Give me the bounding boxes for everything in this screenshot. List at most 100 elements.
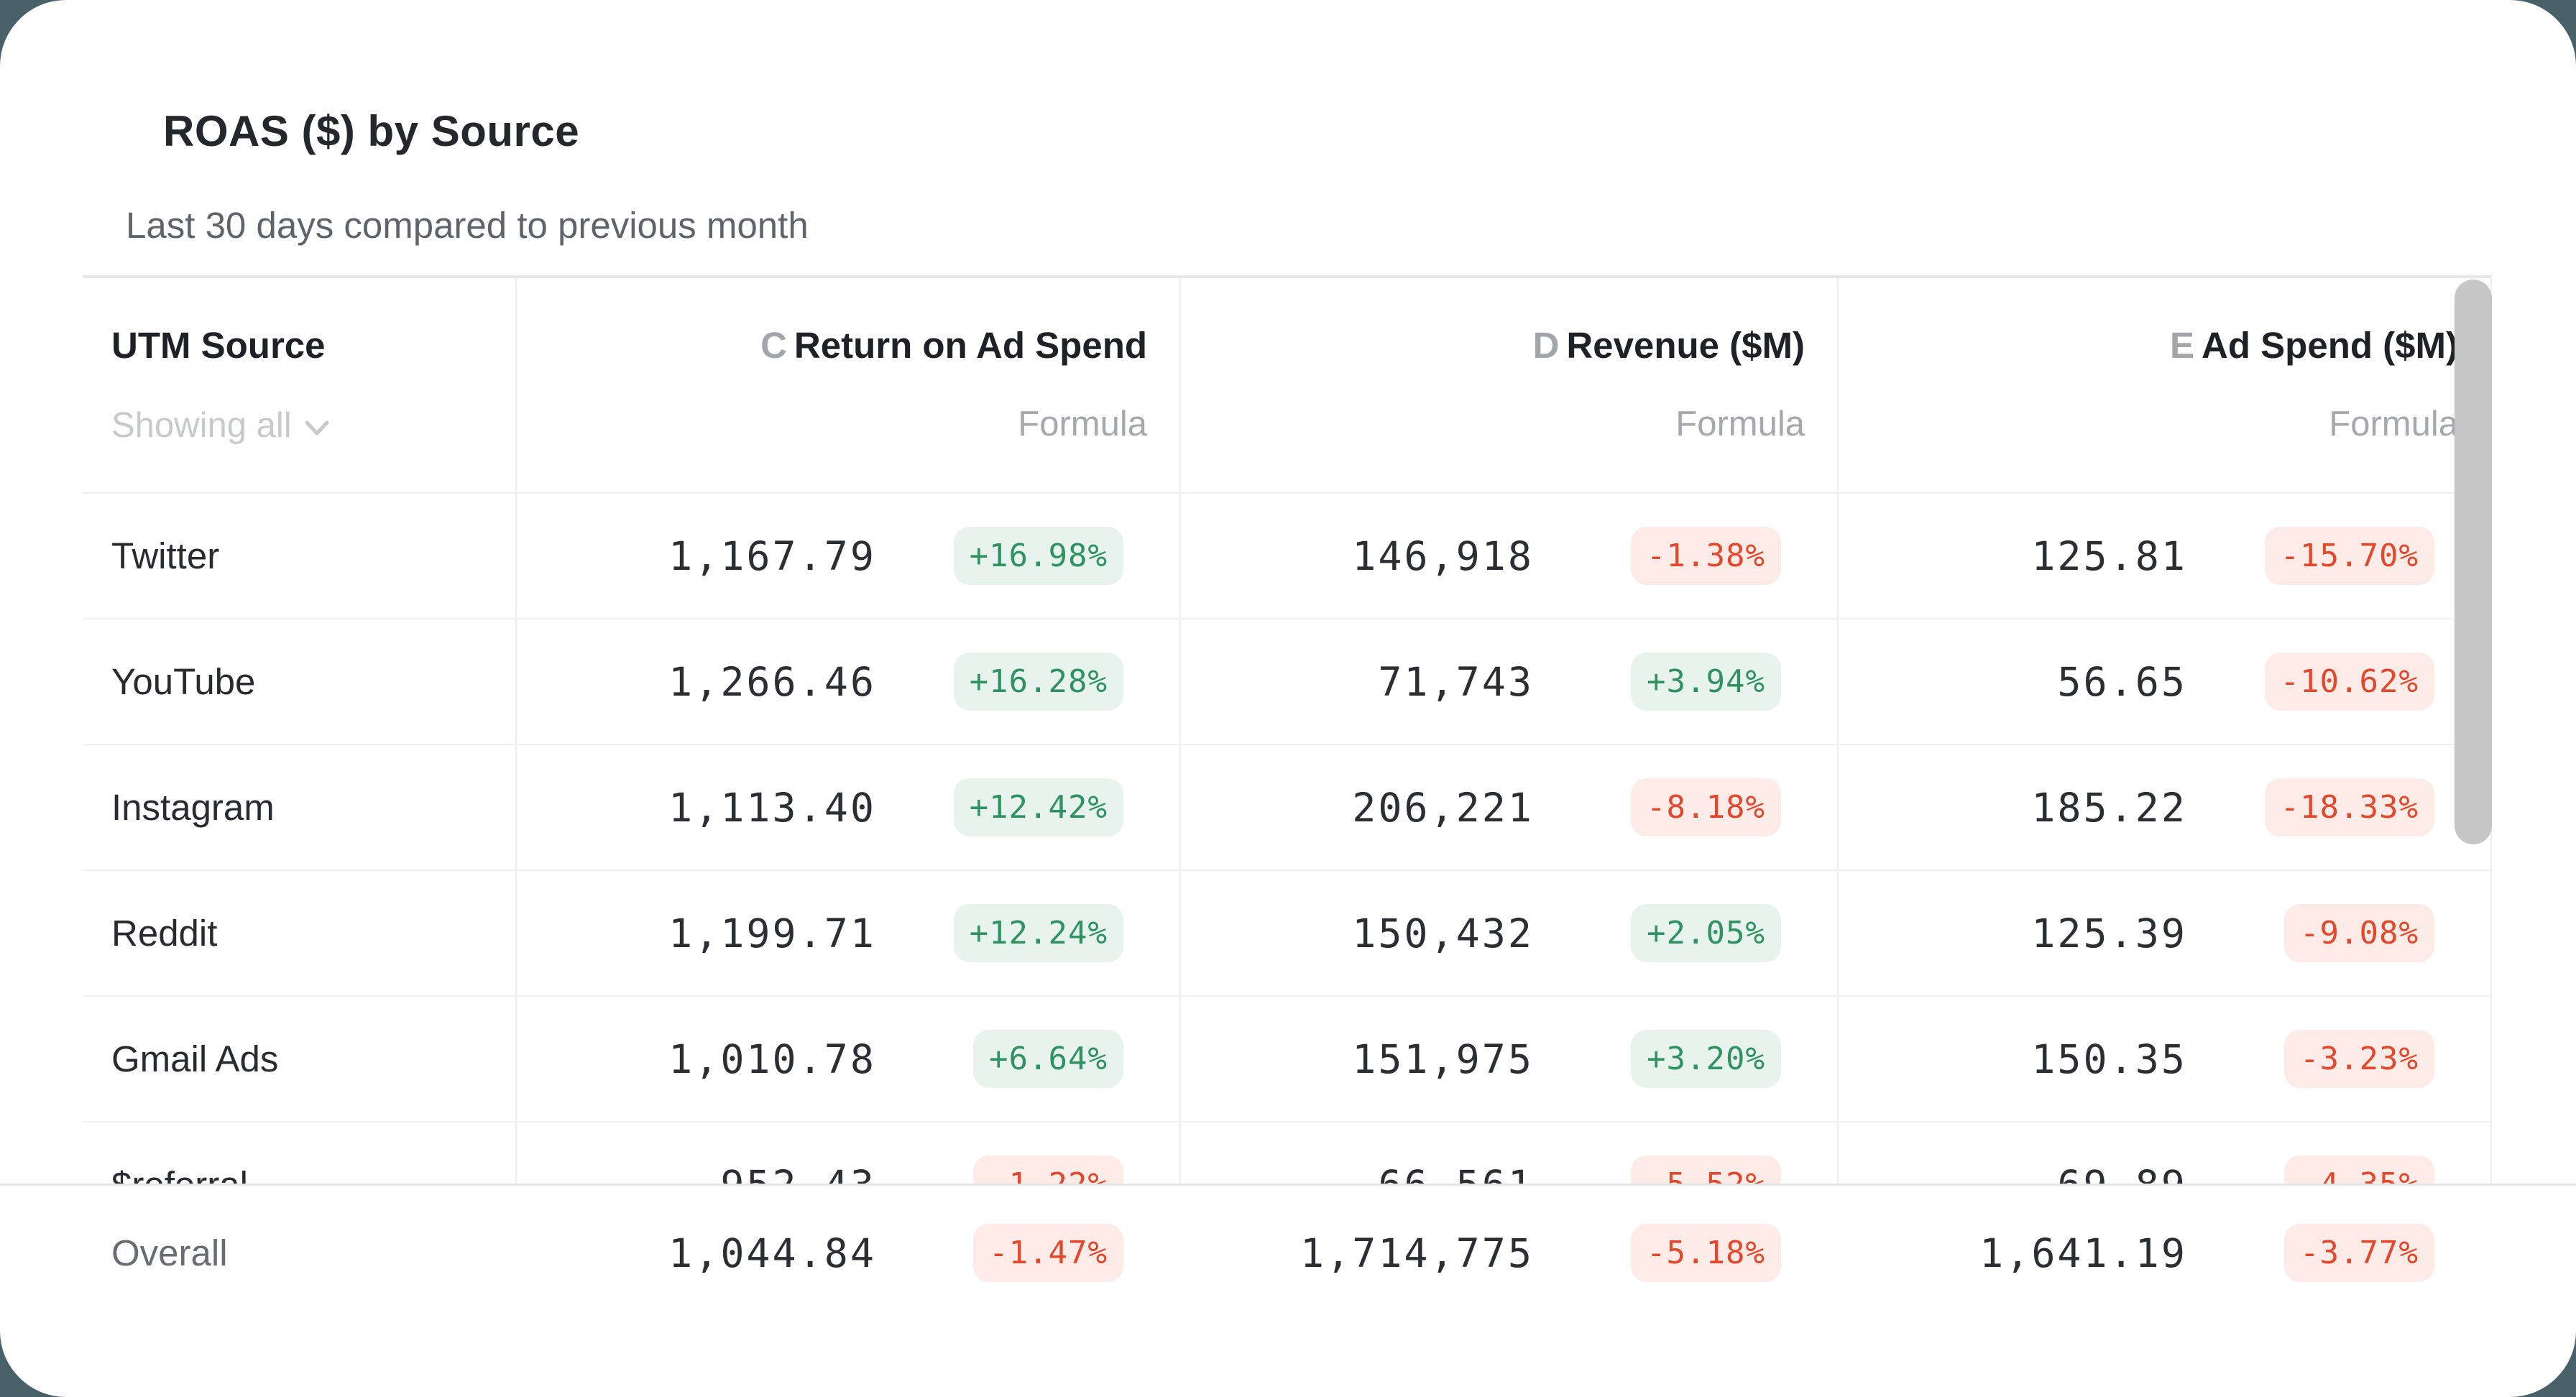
table-row-instagram: Instagram 1,113.40 +12.42% 206,221 -8.18% 185… bbox=[83, 745, 2490, 871]
metric-value: 1,199.71 bbox=[668, 910, 876, 956]
metric-value: 1,010.78 bbox=[668, 1036, 876, 1082]
source-cell: Instagram bbox=[83, 745, 515, 870]
delta-badge-box: -9.08% bbox=[2219, 904, 2434, 962]
table-footer-row: Overall 1,044.84 -1.47% 1,714,775 -5.18% 1,6… bbox=[0, 1184, 2576, 1320]
column-header-revenue-m[interactable]: D Revenue ($M) Formula bbox=[1179, 278, 1837, 492]
delta-badge-box: -5.52% bbox=[1565, 1156, 1781, 1184]
table-header-row: UTM Source Showing all C Return on Ad Spe… bbox=[83, 278, 2490, 494]
metric-cell: 150.35 -3.23% bbox=[1837, 997, 2490, 1121]
metric-cell: 1,044.84 -1.47% bbox=[515, 1186, 1179, 1320]
roas-table: UTM Source Showing all C Return on Ad Spe… bbox=[83, 275, 2492, 1184]
metric-value: 146,918 bbox=[1352, 532, 1534, 579]
delta-badge-positive: +16.28% bbox=[953, 653, 1123, 711]
metric-cell: 1,199.71 +12.24% bbox=[515, 871, 1179, 995]
delta-badge-box: -10.62% bbox=[2219, 653, 2434, 711]
metric-value: 150.35 bbox=[2031, 1036, 2187, 1082]
source-cell: $referral bbox=[83, 1122, 515, 1184]
metric-value: 56.65 bbox=[2057, 658, 2187, 705]
metric-value: 125.81 bbox=[2031, 532, 2187, 579]
source-cell: Twitter bbox=[83, 494, 515, 618]
metric-cell: 185.22 -18.33% bbox=[1837, 745, 2490, 870]
vertical-scrollbar-thumb[interactable] bbox=[2455, 280, 2492, 844]
delta-badge-box: +12.24% bbox=[908, 904, 1123, 962]
metric-cell: 1,641.19 -3.77% bbox=[1837, 1186, 2490, 1320]
metric-value: 125.39 bbox=[2031, 910, 2187, 956]
delta-badge-box: -8.18% bbox=[1565, 778, 1781, 836]
column-letter: D bbox=[1532, 325, 1560, 366]
metric-value: 1,167.79 bbox=[668, 532, 876, 579]
metric-cell: 1,266.46 +16.28% bbox=[515, 619, 1179, 744]
column-header-return-on-ad-spend[interactable]: C Return on Ad Spend Formula bbox=[515, 278, 1179, 492]
delta-badge-box: -3.23% bbox=[2219, 1030, 2434, 1088]
metric-value: 206,221 bbox=[1352, 784, 1534, 831]
delta-badge-negative: -3.77% bbox=[2284, 1224, 2434, 1282]
column-formula-label: Formula bbox=[1018, 405, 1147, 443]
column-label: Return on Ad Spend bbox=[794, 325, 1147, 366]
source-cell: YouTube bbox=[83, 619, 515, 744]
delta-badge-positive: +6.64% bbox=[973, 1030, 1123, 1088]
metric-value: 1,714,775 bbox=[1300, 1230, 1534, 1276]
footer-label-cell: Overall bbox=[83, 1186, 515, 1320]
metric-value: 71,743 bbox=[1378, 658, 1534, 705]
metric-value: 1,113.40 bbox=[668, 784, 876, 831]
metric-cell: 1,714,775 -5.18% bbox=[1179, 1186, 1837, 1320]
metric-cell: 151,975 +3.20% bbox=[1179, 997, 1837, 1121]
source-filter-dropdown[interactable]: Showing all bbox=[111, 405, 515, 446]
metric-value: 66,561 bbox=[1378, 1162, 1534, 1184]
metric-value: 1,266.46 bbox=[668, 658, 876, 705]
metric-cell: 56.65 -10.62% bbox=[1837, 619, 2490, 744]
delta-badge-negative: -8.18% bbox=[1631, 778, 1781, 836]
source-cell: Reddit bbox=[83, 871, 515, 995]
delta-badge-positive: +16.98% bbox=[953, 527, 1123, 585]
source-label: $referral bbox=[111, 1163, 248, 1184]
delta-badge-negative: -5.52% bbox=[1631, 1156, 1781, 1184]
metric-cell: 146,918 -1.38% bbox=[1179, 494, 1837, 618]
column-header-ad-spend-m[interactable]: E Ad Spend ($M) Formula bbox=[1837, 278, 2490, 492]
metric-cell: 1,167.79 +16.98% bbox=[515, 494, 1179, 618]
source-label: Twitter bbox=[111, 535, 220, 576]
delta-badge-box: -18.33% bbox=[2219, 778, 2434, 836]
delta-badge-negative: -5.18% bbox=[1631, 1224, 1781, 1282]
source-label: Instagram bbox=[111, 787, 275, 828]
chevron-down-icon bbox=[305, 420, 329, 435]
delta-badge-positive: +2.05% bbox=[1631, 904, 1781, 962]
metric-cell: 150,432 +2.05% bbox=[1179, 871, 1837, 995]
column-header-title: C Return on Ad Spend bbox=[517, 324, 1147, 366]
metric-value: 150,432 bbox=[1352, 910, 1534, 956]
table-row-referral: $referral 952.43 -1.22% 66,561 -5.52% 69.89 -4… bbox=[83, 1122, 2490, 1184]
column-header-title: D Revenue ($M) bbox=[1181, 324, 1805, 366]
metric-cell: 1,010.78 +6.64% bbox=[515, 997, 1179, 1121]
metric-cell: 206,221 -8.18% bbox=[1179, 745, 1837, 870]
table-row-gmail-ads: Gmail Ads 1,010.78 +6.64% 151,975 +3.20% 150.… bbox=[83, 997, 2490, 1122]
table-row-twitter: Twitter 1,167.79 +16.98% 146,918 -1.38% 125.8… bbox=[83, 494, 2490, 619]
table-row-youtube: YouTube 1,266.46 +16.28% 71,743 +3.94% 56.65 -… bbox=[83, 619, 2490, 745]
source-cell: Gmail Ads bbox=[83, 997, 515, 1121]
metric-cell: 1,113.40 +12.42% bbox=[515, 745, 1179, 870]
delta-badge-box: -1.22% bbox=[908, 1156, 1123, 1184]
delta-badge-negative: -10.62% bbox=[2264, 653, 2434, 711]
delta-badge-positive: +12.24% bbox=[953, 904, 1123, 962]
metric-cell: 125.81 -15.70% bbox=[1837, 494, 2490, 618]
metric-value: 952.43 bbox=[720, 1162, 876, 1184]
delta-badge-negative: -9.08% bbox=[2284, 904, 2434, 962]
delta-badge-positive: +3.94% bbox=[1631, 653, 1781, 711]
footer-label: Overall bbox=[111, 1232, 228, 1273]
footer-grid: Overall 1,044.84 -1.47% 1,714,775 -5.18% 1,6… bbox=[83, 1186, 2492, 1320]
table-body: Twitter 1,167.79 +16.98% 146,918 -1.38% 125.8… bbox=[83, 494, 2490, 1184]
page-title: ROAS ($) by Source bbox=[163, 107, 580, 155]
column-header-title: E Ad Spend ($M) bbox=[1839, 324, 2458, 366]
metric-value: 151,975 bbox=[1352, 1036, 1534, 1082]
delta-badge-negative: -4.35% bbox=[2284, 1156, 2434, 1184]
metric-value: 1,044.84 bbox=[668, 1230, 876, 1276]
delta-badge-box: -1.47% bbox=[908, 1224, 1123, 1282]
delta-badge-positive: +3.20% bbox=[1631, 1030, 1781, 1088]
delta-badge-negative: -3.23% bbox=[2284, 1030, 2434, 1088]
delta-badge-negative: -15.70% bbox=[2264, 527, 2434, 585]
metric-cell: 125.39 -9.08% bbox=[1837, 871, 2490, 995]
utm-source-header-label: UTM Source bbox=[111, 325, 326, 366]
metric-value: 69.89 bbox=[2057, 1162, 2187, 1184]
delta-badge-box: +3.94% bbox=[1565, 653, 1781, 711]
metric-cell: 69.89 -4.35% bbox=[1837, 1122, 2490, 1184]
